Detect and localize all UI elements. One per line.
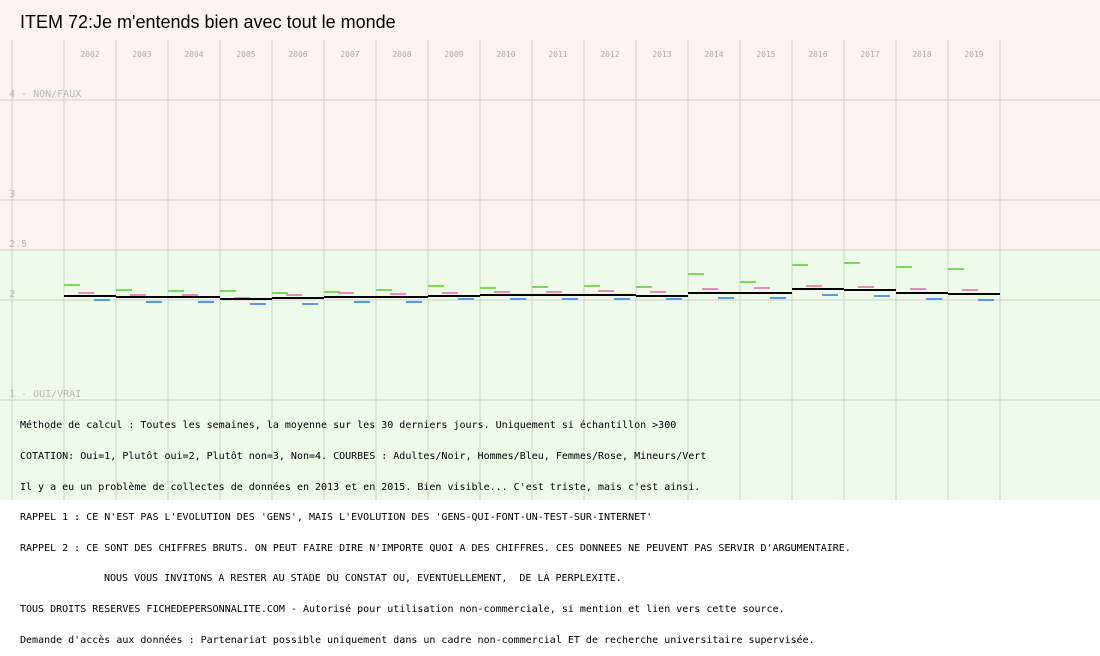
x-tick-label: 2004 <box>184 50 203 59</box>
x-tick-label: 2009 <box>444 50 463 59</box>
x-tick-label: 2005 <box>236 50 255 59</box>
x-tick-label: 2011 <box>548 50 567 59</box>
x-tick-label: 2013 <box>652 50 671 59</box>
y-tick-label: 4 - NON/FAUX <box>9 89 81 100</box>
chart-title: ITEM 72:Je m'entends bien avec tout le m… <box>20 12 396 32</box>
x-tick-label: 2015 <box>756 50 775 59</box>
notes-block: Méthode de calcul : Toutes les semaines,… <box>20 401 1095 656</box>
note-line: TOUS DROITS RESERVES FICHEDEPERSONNALITE… <box>20 604 785 616</box>
x-tick-label: 2002 <box>80 50 99 59</box>
note-line: RAPPEL 2 : CE SONT DES CHIFFRES BRUTS. O… <box>20 542 851 554</box>
background-band <box>0 0 1100 250</box>
note-line: Il y a eu un problème de collectes de do… <box>20 481 701 493</box>
chart-area: 4 - NON/FAUX 3 2.5 2 1 - OUI/VRAI 2002 2003 200… <box>0 0 1100 500</box>
note-line: COTATION: Oui=1, Plutôt oui=2, Plutôt no… <box>20 451 707 463</box>
x-tick-label: 2008 <box>392 50 411 59</box>
x-tick-label: 2014 <box>704 50 723 59</box>
note-line: Méthode de calcul : Toutes les semaines,… <box>20 420 677 432</box>
x-tick-label: 2016 <box>808 50 827 59</box>
note-line: RAPPEL 1 : CE N'EST PAS L'EVOLUTION DES … <box>20 512 653 524</box>
note-line: NOUS VOUS INVITONS A RESTER AU STADE DU … <box>104 573 622 585</box>
x-tick-label: 2003 <box>132 50 151 59</box>
y-tick-label: 2.5 <box>9 239 27 250</box>
x-tick-label: 2010 <box>496 50 515 59</box>
x-tick-label: 2019 <box>964 50 983 59</box>
y-tick-label: 1 - OUI/VRAI <box>9 389 81 400</box>
x-tick-label: 2017 <box>860 50 879 59</box>
x-tick-label: 2018 <box>912 50 931 59</box>
x-tick-label: 2012 <box>600 50 619 59</box>
y-tick-label: 3 <box>9 189 15 200</box>
x-tick-label: 2006 <box>288 50 307 59</box>
x-tick-label: 2007 <box>340 50 359 59</box>
note-line: Demande d'accès aux données : Partenaria… <box>20 634 815 646</box>
y-tick-label: 2 <box>9 289 15 300</box>
